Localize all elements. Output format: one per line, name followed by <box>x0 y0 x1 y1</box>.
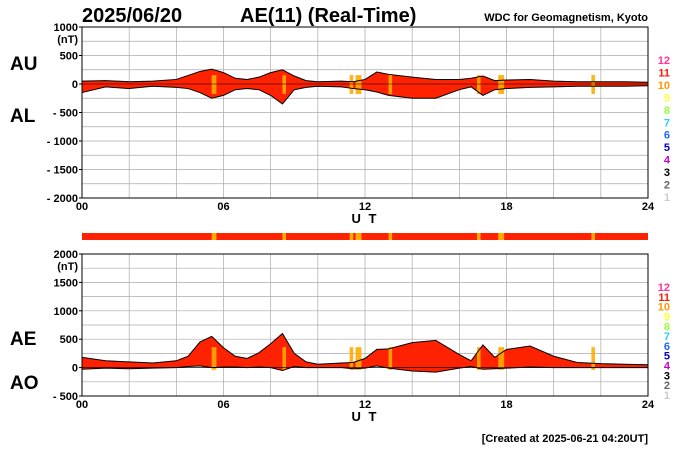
series-label-ae: AE <box>10 329 36 350</box>
reduced-station-band <box>388 347 393 370</box>
status-bar-segment <box>388 233 393 240</box>
reduced-station-band <box>355 347 362 370</box>
x-tick-label: 00 <box>76 201 88 213</box>
y-tick-label: 0 <box>72 363 78 375</box>
x-tick-label: 12 <box>359 201 371 213</box>
reduced-station-band <box>211 347 217 370</box>
area-fill-ae-ao <box>82 333 648 373</box>
station-status-bar <box>82 233 648 240</box>
date-title: 2025/06/20 <box>82 5 182 27</box>
created-timestamp: [Created at 2025-06-21 04:20UT] <box>482 433 649 445</box>
station-count-label: 11 <box>658 292 670 304</box>
y-tick-label: - 2000 <box>47 193 78 205</box>
data-source: WDC for Geomagnetism, Kyoto <box>484 12 648 24</box>
y-tick-label: - 500 <box>53 108 78 120</box>
x-axis-label: U T <box>352 211 379 226</box>
station-count-label: 10 <box>658 302 670 314</box>
station-count-label: 10 <box>658 80 670 92</box>
reduced-station-band <box>349 75 354 94</box>
station-count-label: 9 <box>664 92 670 104</box>
y-tick-label: 500 <box>60 51 78 63</box>
series-label-ao: AO <box>10 373 39 394</box>
station-count-label: 8 <box>664 105 670 117</box>
reduced-station-band <box>388 75 393 94</box>
x-tick-label: 06 <box>217 201 229 213</box>
station-count-label: 2 <box>664 180 670 192</box>
station-count-label: 12 <box>658 55 670 67</box>
reduced-station-band <box>498 347 505 370</box>
plot-frame <box>81 253 649 397</box>
reduced-station-band <box>349 347 354 370</box>
series-line-au <box>81 68 649 83</box>
y-tick-label: 1000 <box>54 22 78 34</box>
y-tick-label: - 1000 <box>47 136 78 148</box>
status-bar-base <box>82 233 648 240</box>
status-bar-segment <box>591 233 595 240</box>
station-count-label: 2 <box>664 380 670 392</box>
station-count-label: 5 <box>664 351 670 363</box>
x-tick-label: 24 <box>642 201 655 213</box>
reduced-station-band <box>498 75 505 94</box>
y-tick-label: 500 <box>60 334 78 346</box>
station-count-label: 7 <box>664 117 670 129</box>
station-count-label: 3 <box>664 167 670 179</box>
station-count-label: 5 <box>664 142 670 154</box>
reduced-station-band <box>211 75 217 94</box>
series-line-ae <box>81 332 649 366</box>
y-tick-label: 1500 <box>54 277 78 289</box>
y-tick-label: 0 <box>72 79 78 91</box>
reduced-station-band <box>355 75 362 94</box>
series-label-au: AU <box>10 54 37 75</box>
station-count-label: 6 <box>664 341 670 353</box>
reduced-station-band <box>591 75 595 94</box>
station-count-label: 1 <box>664 390 670 402</box>
x-tick-label: 24 <box>642 399 655 411</box>
station-count-label: 9 <box>664 311 670 323</box>
reduced-station-band <box>282 75 286 94</box>
station-count-label: 6 <box>664 130 670 142</box>
y-tick-label: 2000 <box>54 249 78 261</box>
y-unit-label: (nT) <box>57 261 78 273</box>
y-unit-label: (nT) <box>57 34 78 46</box>
station-count-label: 1 <box>664 192 670 204</box>
series-line-al <box>81 85 649 105</box>
y-tick-label: - 500 <box>53 391 78 403</box>
x-tick-label: 12 <box>359 399 371 411</box>
x-tick-label: 18 <box>500 399 512 411</box>
reduced-station-band <box>282 347 286 370</box>
x-tick-label: 06 <box>217 399 229 411</box>
status-bar-segment <box>477 233 481 240</box>
x-axis-label: U T <box>352 409 379 424</box>
status-bar-segment <box>282 233 286 240</box>
x-tick-label: 18 <box>500 201 512 213</box>
y-tick-label: - 1500 <box>47 165 78 177</box>
plot-title: AE(11) (Real-Time) <box>240 5 416 27</box>
series-label-al: AL <box>10 106 36 127</box>
reduced-station-band <box>591 347 595 370</box>
station-count-label: 4 <box>664 361 671 373</box>
station-count-label: 3 <box>664 370 670 382</box>
x-tick-label: 00 <box>76 399 88 411</box>
reduced-station-band <box>477 75 481 94</box>
reduced-station-band <box>477 347 481 370</box>
station-count-label: 8 <box>664 321 670 333</box>
status-bar-segment <box>349 233 354 240</box>
station-count-label: 12 <box>658 282 670 294</box>
station-count-label: 4 <box>664 155 671 167</box>
y-tick-label: 1000 <box>54 306 78 318</box>
station-count-label: 7 <box>664 331 670 343</box>
status-bar-segment <box>211 233 217 240</box>
station-count-label: 11 <box>658 67 670 79</box>
status-bar-segment <box>498 233 505 240</box>
status-bar-segment <box>355 233 362 240</box>
